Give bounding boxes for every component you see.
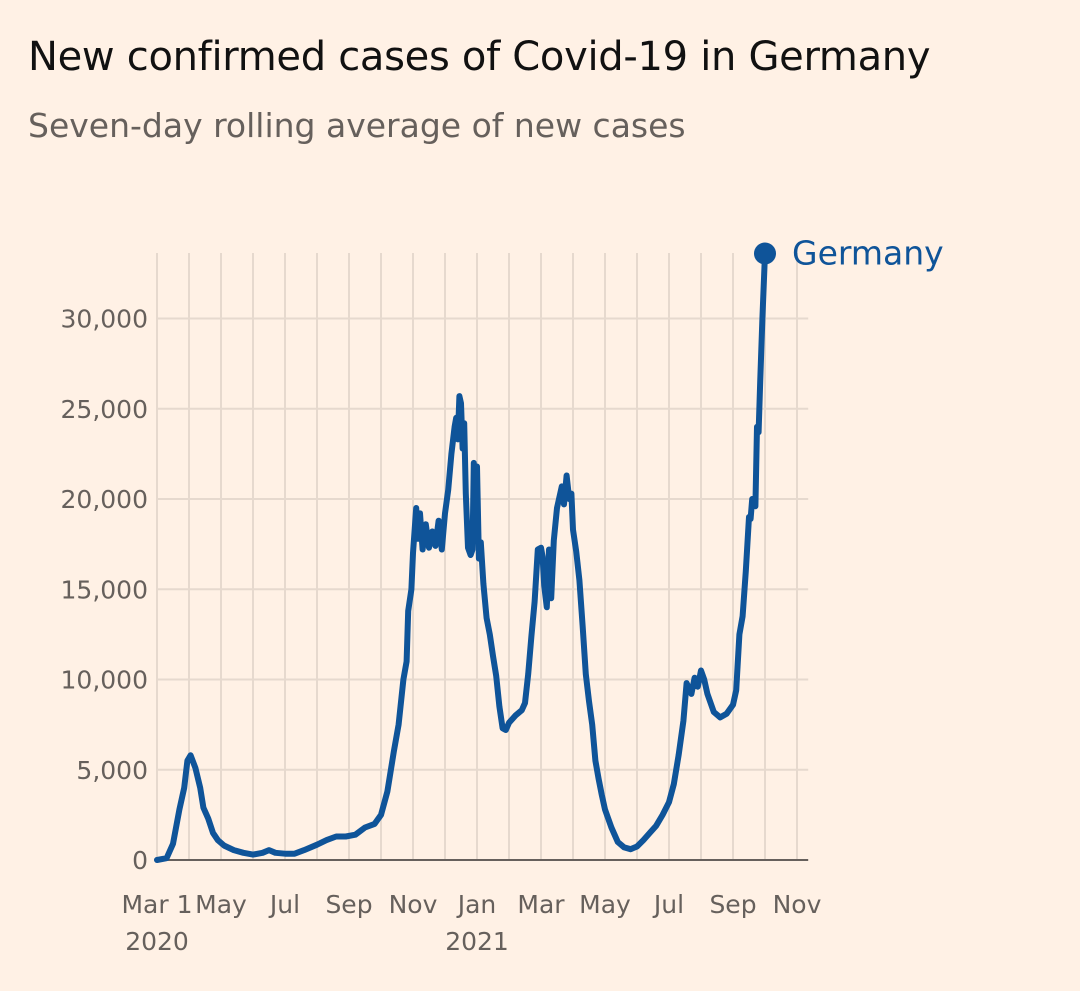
chart-subtitle: Seven-day rolling average of new cases: [28, 106, 686, 145]
series-label: Germany: [792, 234, 944, 273]
x-tick-label: Nov: [389, 890, 438, 919]
x-tick-label: Nov: [773, 890, 822, 919]
y-tick-label: 15,000: [61, 575, 148, 604]
x-tick-label: May: [195, 890, 247, 919]
y-tick-label: 5,000: [76, 756, 148, 785]
x-tick-label: May: [579, 890, 631, 919]
series-end-marker: [754, 242, 776, 265]
x-tick-label: Sep: [325, 890, 372, 919]
legend: Germany: [754, 234, 944, 273]
y-axis-labels: 0 5,000 10,000 15,000 20,000 25,000 30,000: [61, 305, 148, 876]
y-tick-label: 0: [132, 846, 148, 875]
x-tick-label: Sep: [709, 890, 756, 919]
series-line-germany: [154, 250, 768, 863]
x-tick-label: Jul: [268, 890, 300, 919]
x-tick-label: Jan: [456, 890, 497, 919]
x-tick-year-label: 2021: [445, 927, 509, 956]
x-tick-label: Jul: [652, 890, 684, 919]
vertical-gridlines: [156, 253, 798, 860]
y-tick-label: 20,000: [61, 485, 148, 514]
y-tick-label: 25,000: [61, 395, 148, 424]
y-tick-label: 30,000: [61, 305, 148, 334]
series-layer: [154, 250, 768, 863]
x-tick-label: Mar: [517, 890, 565, 919]
chart-title: New confirmed cases of Covid-19 in Germa…: [28, 34, 931, 80]
y-tick-label: 10,000: [61, 666, 148, 695]
x-tick-label: Mar 1: [121, 890, 192, 919]
x-tick-year-label: 2020: [125, 927, 189, 956]
